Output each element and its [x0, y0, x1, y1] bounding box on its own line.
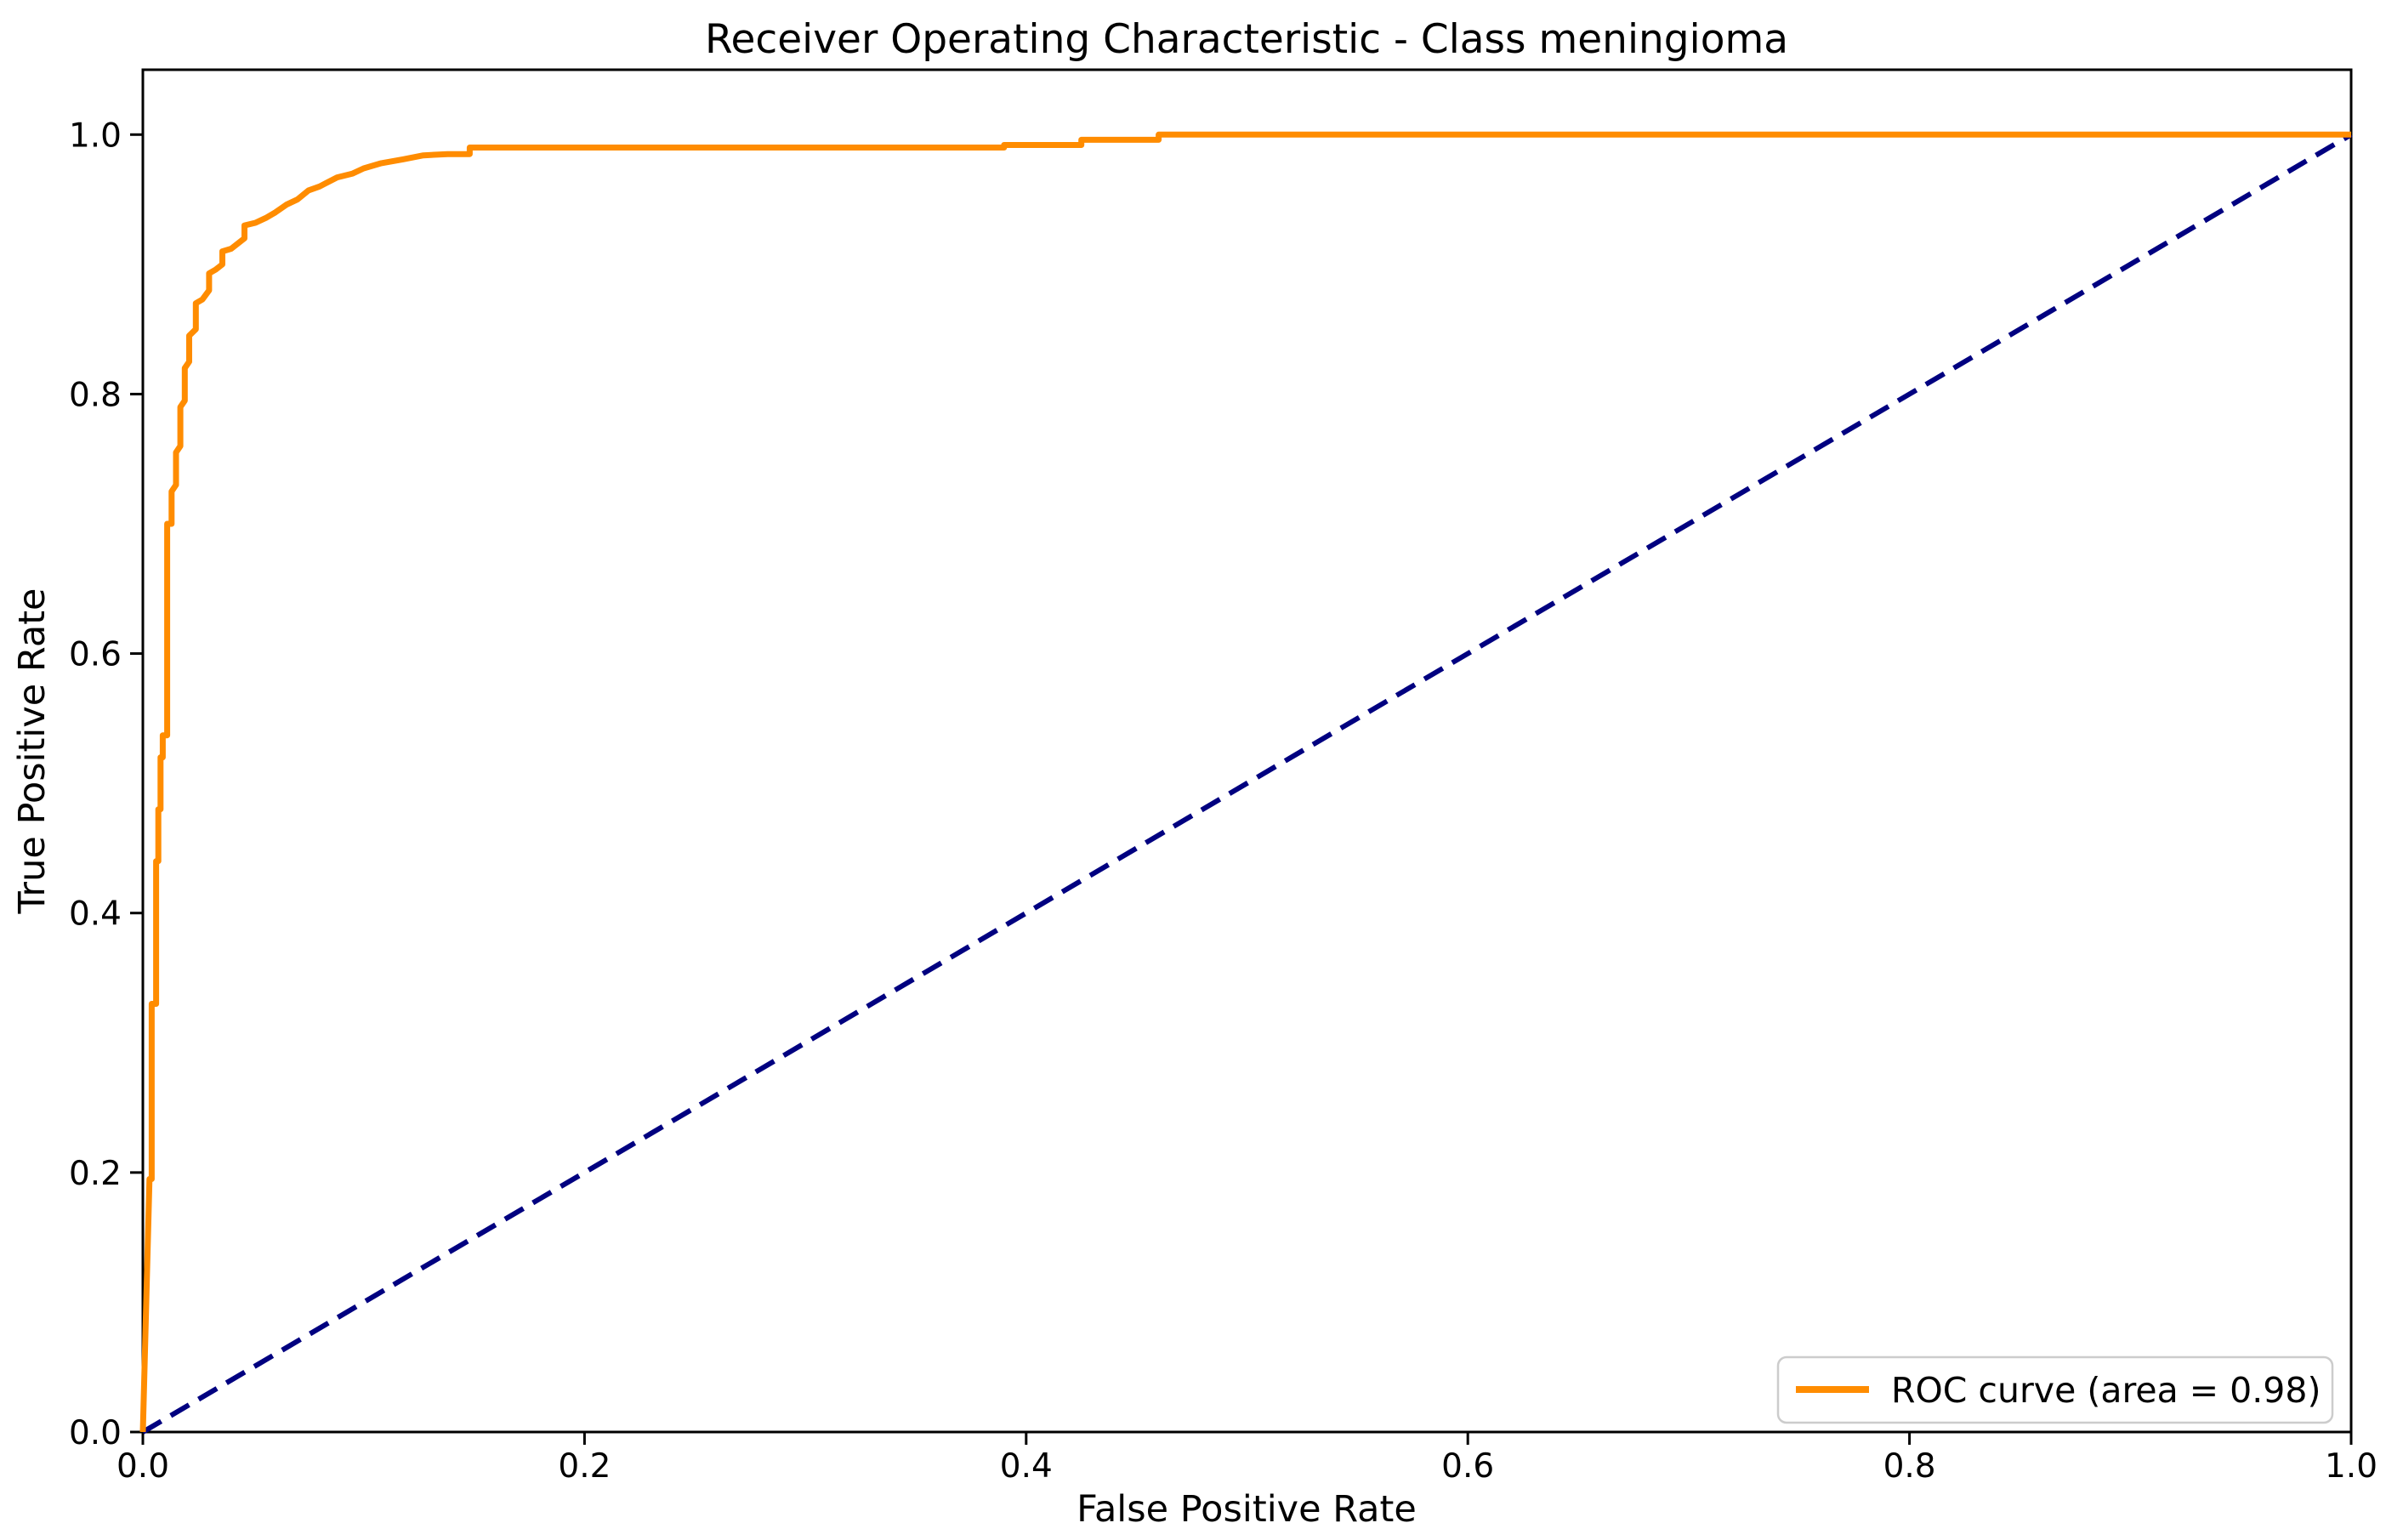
- legend-box: [1776, 1355, 2334, 1424]
- roc-curve-legend-label: ROC curve (area = 0.98): [1891, 1370, 2321, 1411]
- x-tick-label: 0.4: [1000, 1447, 1053, 1486]
- chart-title: Receiver Operating Characteristic - Clas…: [705, 16, 1788, 63]
- x-tick-label: 1.0: [2325, 1447, 2377, 1486]
- x-tick-label: 0.2: [558, 1447, 611, 1486]
- y-tick-label: 0.0: [69, 1414, 122, 1452]
- x-axis-ticks: 0.0 0.2 0.4 0.6 0.8 1.0: [116, 1432, 2377, 1486]
- x-tick-label: 0.8: [1883, 1447, 1936, 1486]
- x-tick-label: 0.0: [116, 1447, 169, 1486]
- legend: ROC curve (area = 0.98): [1776, 1355, 2334, 1424]
- chance-diagonal-line: [141, 132, 2353, 1435]
- y-tick-label: 1.0: [69, 116, 122, 155]
- roc-curve-line: [139, 131, 2351, 1433]
- plot-border: [141, 68, 2353, 1434]
- y-tick-label: 0.8: [69, 376, 122, 414]
- y-tick-label: 0.4: [69, 895, 122, 934]
- y-tick-label: 0.6: [69, 636, 122, 674]
- x-tick-label: 0.6: [1441, 1447, 1494, 1486]
- y-axis-label: True Positive Rate: [11, 588, 54, 914]
- y-axis-ticks: 0.0 0.2 0.4 0.6 0.8 1.0: [69, 116, 143, 1452]
- x-axis-label: False Positive Rate: [1077, 1488, 1417, 1531]
- y-tick-label: 0.2: [69, 1155, 122, 1193]
